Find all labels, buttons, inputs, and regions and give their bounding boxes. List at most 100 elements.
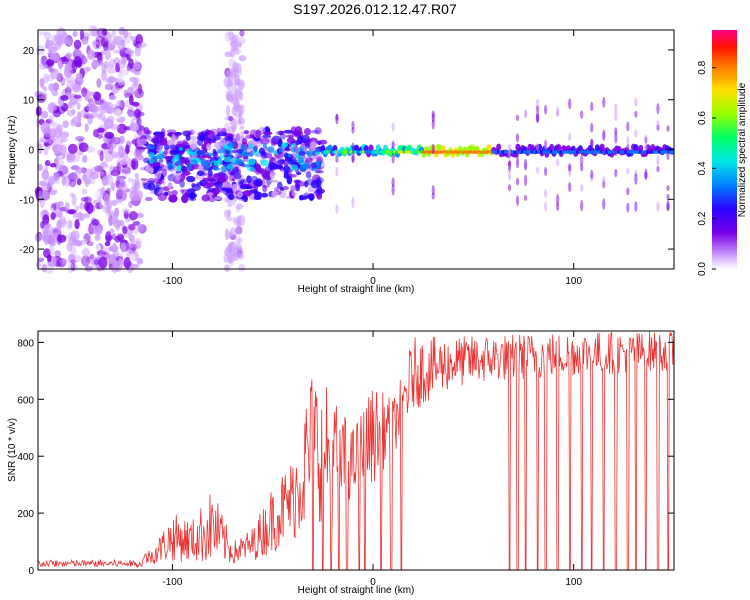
spectrogram-cell [171,133,176,143]
spectrogram-cell [111,151,119,159]
spectrogram-cell [156,165,163,172]
spectrogram-cell [118,26,126,36]
spectrogram-cell [431,143,435,155]
spectrogram-cell [66,219,73,230]
spectrogram-cell [81,188,88,195]
spectrogram-cell [36,212,42,223]
spectrogram-cell [207,169,213,177]
spectrogram-cell [233,100,241,113]
spectrogram-cell [626,168,630,175]
spectrogram-cell [123,90,129,96]
spectrogram-cell [180,165,188,173]
spectrogram-cell [128,224,136,231]
spectrogram-cell [111,137,120,144]
spectrogram-cell [246,158,256,166]
spectrogram-cell [89,253,94,265]
spectrogram-cell [219,137,226,146]
y-tick-label: 400 [17,452,34,463]
spectrogram-cell [97,127,105,133]
spectrogram-cell [116,188,124,200]
x-tick-label: -100 [162,276,182,287]
spectrogram-cell [126,86,135,97]
spectrogram-cell [158,158,164,163]
colorbar-tick-label: 0.6 [697,111,708,125]
spectrogram-cell [523,194,528,202]
spectrogram-cell [119,178,125,184]
spectrogram-cell [81,37,89,45]
spectrogram-cell [135,240,142,249]
spectrogram-cell [240,144,247,151]
spectrogram-cell [60,182,67,191]
spectrogram-cell [200,130,208,137]
spectrogram-cell [182,130,191,137]
spectrogram-cell [111,29,117,39]
spectrogram-cell [634,97,638,107]
spectrogram-cell [217,148,224,154]
spectrogram-cell [108,141,117,151]
spectrogram-cell [535,166,540,174]
spectrogram-cell [602,198,606,210]
spectrogram-cell [127,106,134,116]
spectrogram-cell [298,194,304,201]
colorbar-tick-label: 0.0 [697,262,708,276]
spectrogram-cell [37,163,43,172]
spectrogram-cell [294,126,303,134]
spectrogram-cell [83,216,92,221]
spectrogram-cell [43,223,49,233]
spectrogram-cell [121,166,131,174]
spectrogram-cell [119,234,125,245]
spectrogram-cell [39,197,45,209]
spectrogram-cell [590,169,594,179]
spectrogram-cell [304,142,311,148]
spectrogram-cell [43,142,50,147]
spectrogram-cell [315,193,322,197]
spectrogram-cell [118,68,125,79]
spectrogram-cell [296,181,306,187]
spectrogram-cell [241,137,248,145]
spectrogram-cell [176,140,182,145]
spectrogram-cell [70,230,80,242]
spectrogram-cell [228,31,235,41]
spectrogram-cell [246,175,252,184]
spectrogram-cell [255,129,262,138]
spectrogram-cell [107,254,112,259]
spectrogram-cell [535,98,540,106]
spectrogram-cell [266,177,272,186]
spectrogram-cell [206,152,214,157]
spectrogram-cell [96,78,102,88]
spectrogram-cell [89,254,95,260]
spectrogram-cell [644,134,648,143]
spectrogram-cell [238,110,243,117]
spectrogram-cell [62,120,69,129]
spectrogram-cell [236,148,244,154]
spectrogram-cell [263,131,273,136]
spectrogram-cell [281,142,289,148]
spectrogram-cell [614,110,618,121]
spectrogram-cell [145,164,151,173]
spectrogram-cell [267,162,275,167]
spectrogram-cell [113,49,121,54]
spectrogram-cell [602,96,606,108]
spectrogram-cell [507,183,512,192]
spectrogram-cell [656,201,660,213]
spectrogram-cell [206,179,216,188]
spectrogram-cell [224,264,231,272]
spectrogram-cell [507,160,512,173]
spectrogram-cell [236,191,243,198]
spectrogram-cell [54,210,64,218]
spectrogram-cell [305,171,312,179]
spectrogram-cell [183,144,189,149]
spectrogram-cell [90,111,98,119]
spectrogram-cell [76,178,82,186]
spectrogram-cell [212,148,217,154]
spectrogram-cell [84,105,90,113]
spectrogram-cell [290,184,300,191]
spectrogram-cell [168,194,178,203]
spectrogram-cell [549,143,555,151]
spectrogram-cell [196,170,205,176]
spectrogram-cell [173,154,180,161]
y-tick-label: -10 [20,195,35,206]
spectrogram-cell [53,243,60,254]
spectrogram-cell [179,173,186,182]
